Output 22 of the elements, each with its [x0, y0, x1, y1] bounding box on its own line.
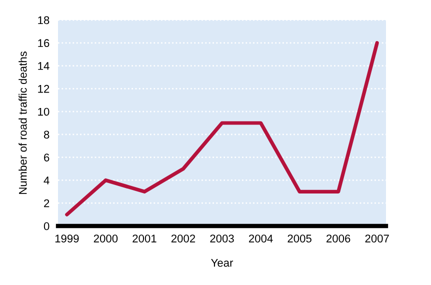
y-tick-label: 0 [44, 222, 50, 230]
y-tick-label: 8 [44, 130, 50, 139]
x-tick-label: 2005 [288, 234, 312, 242]
y-tick-label: 18 [38, 16, 50, 24]
x-tick-label: 2003 [210, 234, 234, 242]
y-tick-label: 6 [44, 154, 50, 162]
y-tick-label: 16 [38, 39, 50, 48]
y-tick-label: 14 [38, 62, 50, 70]
x-axis-title: Year [211, 258, 234, 267]
x-tick-label: 2006 [326, 234, 350, 242]
x-tick-label: 2004 [248, 234, 273, 242]
x-tick-label: 2007 [365, 234, 389, 242]
y-tick-label: 4 [44, 176, 50, 184]
x-tick-label: 2002 [171, 234, 196, 242]
y-tick-label: 10 [38, 108, 50, 116]
y-axis-title: Number of road traffic deaths [18, 52, 27, 194]
line-series [65, 41, 379, 216]
y-tick-label: 12 [38, 84, 50, 93]
y-tick-label: 2 [44, 199, 50, 208]
x-tick-label: 2000 [94, 234, 118, 242]
x-tick-label: 2001 [132, 234, 156, 242]
x-tick-label: 1999 [55, 234, 79, 242]
